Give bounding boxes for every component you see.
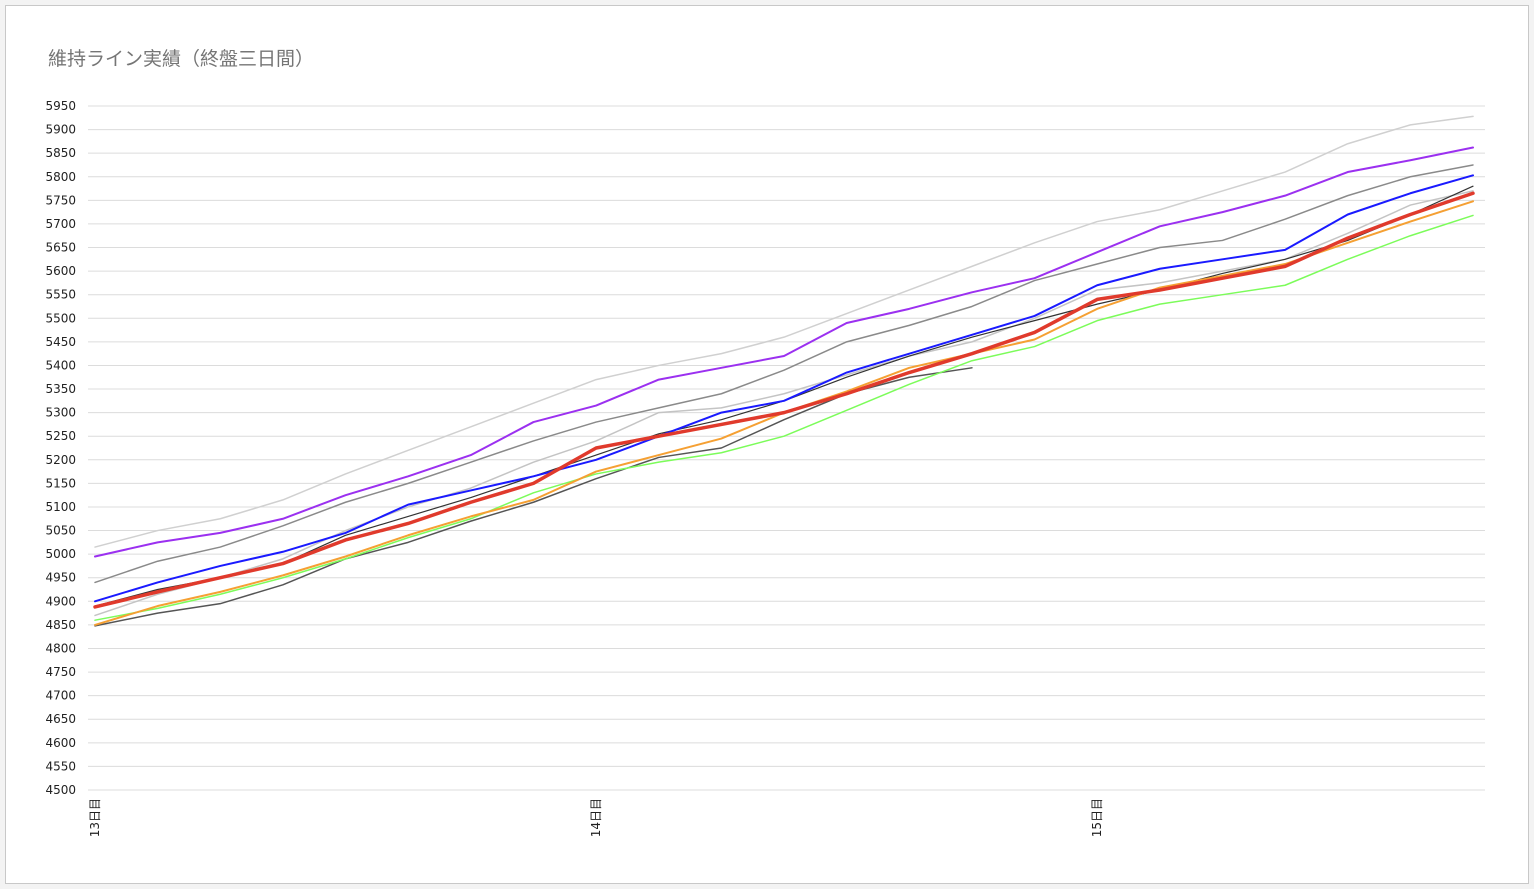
series-line [94,174,1474,603]
y-tick-label: 4800 [45,641,76,655]
y-tick-label: 5600 [45,264,76,278]
y-tick-label: 4700 [45,689,76,703]
y-tick-label: 5400 [45,358,76,372]
y-tick-label: 5500 [45,311,76,325]
y-tick-label: 4900 [45,594,76,608]
chart-frame [5,5,1529,884]
y-tick-label: 5800 [45,170,76,184]
y-tick-label: 5000 [45,547,76,561]
y-tick-label: 5650 [45,241,76,255]
y-tick-label: 4650 [45,712,76,726]
series-line [93,191,1475,609]
series-line [94,164,1474,584]
series-line [94,367,973,627]
y-tick-label: 4950 [45,571,76,585]
y-tick-label: 5050 [45,524,76,538]
y-tick-label: 4550 [45,759,76,773]
series-line [94,190,1474,617]
y-tick-label: 5450 [45,335,76,349]
y-tick-label: 4600 [45,736,76,750]
y-tick-label: 5700 [45,217,76,231]
y-tick-label: 5200 [45,453,76,467]
y-tick-label: 5300 [45,406,76,420]
y-tick-label: 5750 [45,193,76,207]
y-tick-label: 5150 [45,476,76,490]
y-tick-label: 4750 [45,665,76,679]
y-tick-label: 5350 [45,382,76,396]
y-tick-label: 4850 [45,618,76,632]
y-tick-label: 5550 [45,288,76,302]
series-line [94,146,1474,558]
y-tick-label: 4500 [45,783,76,797]
y-tick-label: 5850 [45,146,76,160]
y-tick-label: 5950 [45,99,76,113]
chart-title: 維持ライン実績（終盤三日間） [48,48,314,70]
x-tick-label: 14日目 [589,798,603,837]
series-line [94,214,1474,621]
x-tick-label: 15日目 [1090,798,1104,837]
y-tick-label: 5900 [45,123,76,137]
series-line [94,185,1474,607]
series-line [94,115,1474,548]
x-tick-label: 13日目 [88,798,102,837]
y-tick-label: 5250 [45,429,76,443]
y-tick-label: 5100 [45,500,76,514]
